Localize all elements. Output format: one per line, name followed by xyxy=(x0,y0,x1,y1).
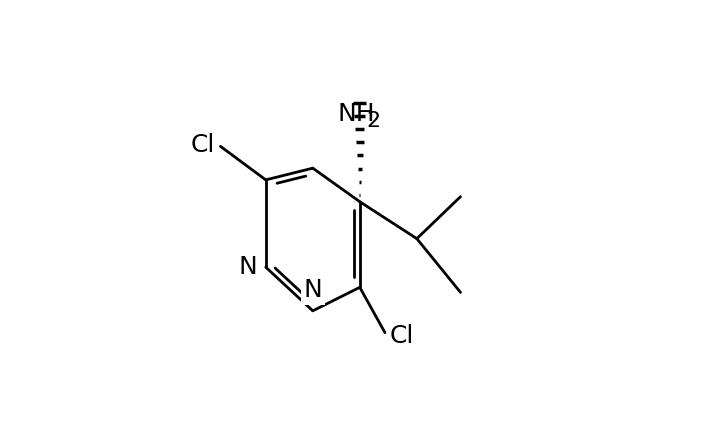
Text: Cl: Cl xyxy=(191,133,216,157)
Text: NH: NH xyxy=(338,102,376,126)
Text: Cl: Cl xyxy=(390,324,414,348)
Text: N: N xyxy=(303,279,322,303)
Text: N: N xyxy=(239,255,258,279)
Text: 2: 2 xyxy=(366,112,380,131)
